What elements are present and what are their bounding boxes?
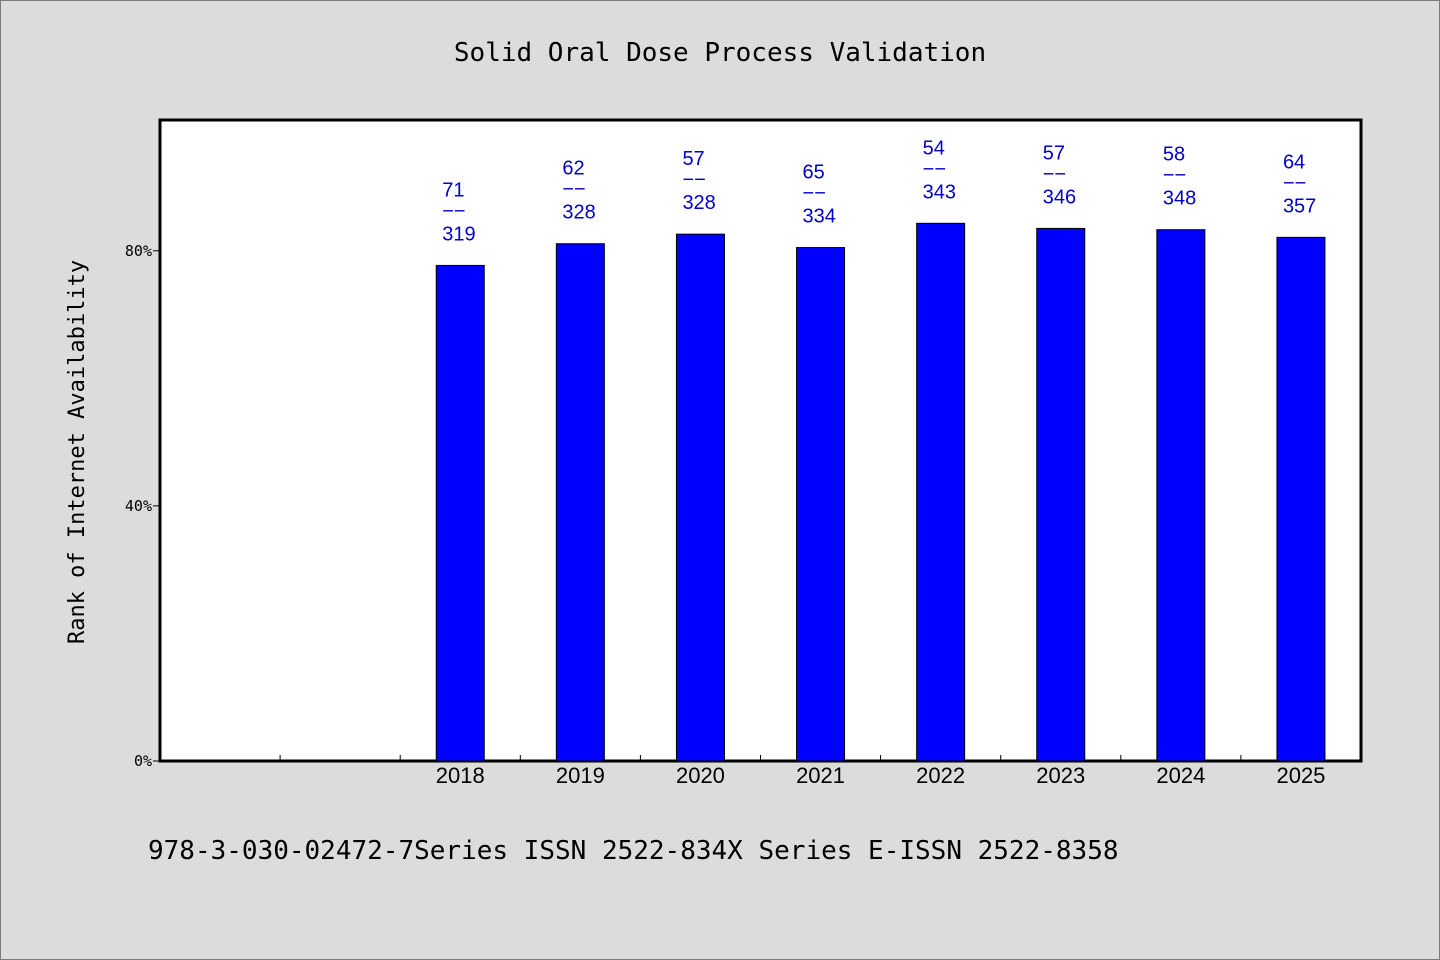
x-axis-ticks: 2018 2019 2020 2021 2022 2023 2024 2025 — [279, 755, 1325, 788]
bar-2021 — [796, 247, 846, 762]
y-axis-label: Rank of Internet Availability — [65, 260, 90, 644]
data-label-separator: −− — [442, 200, 465, 222]
bar-2018 — [435, 264, 485, 762]
x-tick-label: 2022 — [916, 763, 965, 788]
y-tick-label: 40% — [125, 497, 152, 515]
chart-title: Solid Oral Dose Process Validation — [454, 38, 986, 68]
data-label-denominator: 334 — [803, 206, 836, 228]
footer-isbn-text: 978-3-030-02472-7Series ISSN 2522-834X S… — [148, 836, 1119, 866]
data-label-separator: −− — [1043, 163, 1066, 185]
data-label-denominator: 348 — [1163, 188, 1196, 210]
data-labels: 71−−31962−−32857−−32865−−33454−−34357−−3… — [442, 137, 1316, 245]
data-label-separator: −− — [803, 183, 826, 205]
data-label-denominator: 319 — [442, 223, 475, 245]
bar-2022 — [916, 222, 966, 762]
x-tick-label: 2023 — [1036, 763, 1085, 788]
data-label-separator: −− — [1163, 165, 1186, 187]
bars — [435, 222, 1326, 762]
data-label-separator: −− — [682, 169, 705, 191]
y-axis-ticks: 0% 40% 80% — [125, 242, 160, 770]
data-label-denominator: 328 — [682, 192, 715, 214]
data-label-numerator: 57 — [1043, 142, 1065, 164]
x-tick-label: 2019 — [556, 763, 605, 788]
x-tick-label: 2025 — [1276, 763, 1325, 788]
data-label-numerator: 58 — [1163, 144, 1185, 166]
bar-2024 — [1156, 229, 1206, 762]
bar-2025 — [1276, 236, 1326, 762]
data-label-numerator: 54 — [923, 137, 945, 159]
data-label-numerator: 71 — [442, 179, 464, 201]
data-label-separator: −− — [923, 158, 946, 180]
data-label-denominator: 346 — [1043, 186, 1076, 208]
bar-2020 — [675, 233, 725, 762]
data-label-numerator: 62 — [562, 158, 584, 180]
x-tick-label: 2020 — [676, 763, 725, 788]
data-label-denominator: 343 — [923, 181, 956, 203]
bar-2023 — [1036, 227, 1086, 762]
data-label-numerator: 65 — [803, 162, 825, 184]
data-label-numerator: 64 — [1283, 151, 1305, 173]
y-tick-label: 0% — [134, 752, 152, 770]
data-label-denominator: 357 — [1283, 195, 1316, 217]
x-tick-label: 2021 — [796, 763, 845, 788]
data-label-numerator: 57 — [682, 148, 704, 170]
bar-2019 — [555, 243, 605, 762]
x-tick-label: 2024 — [1156, 763, 1205, 788]
data-label-separator: −− — [1283, 172, 1306, 194]
data-label-separator: −− — [562, 179, 585, 201]
y-tick-label: 80% — [125, 242, 152, 260]
x-tick-label: 2018 — [436, 763, 485, 788]
data-label-denominator: 328 — [562, 202, 595, 224]
